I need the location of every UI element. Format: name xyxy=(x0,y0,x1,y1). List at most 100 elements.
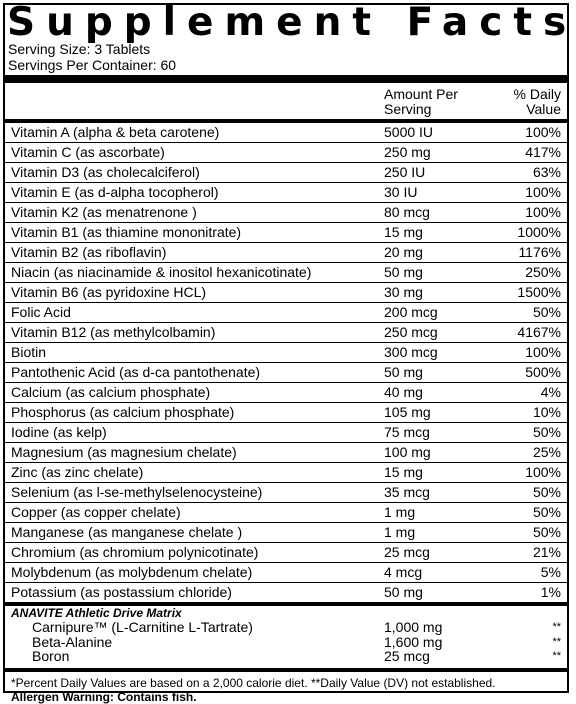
nutrient-name: Vitamin E (as d-alpha tocopherol) xyxy=(11,184,219,200)
nutrient-name: Vitamin B2 (as riboflavin) xyxy=(11,244,167,260)
nutrient-amount: 75 mcg xyxy=(384,424,430,440)
table-row: Folic Acid 200 mcg 50% xyxy=(5,303,567,323)
dv-header: % Daily Value xyxy=(514,87,561,117)
table-row: Vitamin B12 (as methylcolbamin) 250 mcg 41… xyxy=(5,323,567,343)
nutrient-dv: 4% xyxy=(540,384,561,400)
nutrient-amount: 15 mg xyxy=(384,464,423,480)
nutrient-dv: 500% xyxy=(525,364,561,380)
header-divider xyxy=(5,119,567,123)
nutrient-amount: 200 mcg xyxy=(384,304,438,320)
nutrient-name: Pantothenic Acid (as d-ca pantothenate) xyxy=(11,364,261,380)
nutrient-name: Vitamin A (alpha & beta carotene) xyxy=(11,124,220,140)
nutrient-dv: 63% xyxy=(532,164,561,180)
amount-header: Amount Per Serving xyxy=(384,87,458,117)
nutrient-dv: 5% xyxy=(540,564,561,580)
table-row: Phosphorus (as calcium phosphate) 105 mg 1… xyxy=(5,403,567,423)
nutrient-amount: 250 mg xyxy=(384,144,431,160)
thick-divider xyxy=(5,75,567,83)
nutrient-dv: 10% xyxy=(532,404,561,420)
nutrient-dv: 1000% xyxy=(517,224,561,240)
nutrient-name: Vitamin B12 (as methylcolbamin) xyxy=(11,324,216,340)
blend-item-dv: ** xyxy=(552,635,561,648)
table-row: Vitamin K2 (as menatrenone ) 80 mcg 100% xyxy=(5,203,567,223)
table-row: Vitamin C (as ascorbate) 250 mg 417% xyxy=(5,143,567,163)
blend-item-name: Carnipure™ (L-Carnitine L-Tartrate) xyxy=(32,619,253,635)
nutrient-name: Vitamin B6 (as pyridoxine HCL) xyxy=(11,284,207,300)
nutrient-name: Calcium (as calcium phosphate) xyxy=(11,384,211,400)
table-row: Selenium (as l-se-methylselenocysteine) 3… xyxy=(5,483,567,503)
nutrient-amount: 1 mg xyxy=(384,504,416,520)
nutrient-dv: 100% xyxy=(525,204,561,220)
nutrient-name: Phosphorus (as calcium phosphate) xyxy=(11,404,235,420)
nutrient-dv: 100% xyxy=(525,124,561,140)
table-row: Copper (as copper chelate) 1 mg 50% xyxy=(5,503,567,523)
blend-table: Carnipure™ (L-Carnitine L-Tartrate) 1,000… xyxy=(5,620,567,664)
nutrient-name: Selenium (as l-se-methylselenocysteine) xyxy=(11,484,263,500)
nutrient-amount: 35 mcg xyxy=(384,484,430,500)
nutrient-amount: 50 mg xyxy=(384,264,423,280)
table-row: Biotin 300 mcg 100% xyxy=(5,343,567,363)
table-row: Calcium (as calcium phosphate) 40 mg 4% xyxy=(5,383,567,403)
nutrient-name: Iodine (as kelp) xyxy=(11,424,107,440)
nutrient-name: Vitamin B1 (as thiamine mononitrate) xyxy=(11,224,242,240)
nutrient-dv: 100% xyxy=(525,464,561,480)
table-row: Chromium (as chromium polynicotinate) 25 … xyxy=(5,543,567,563)
nutrient-name: Zinc (as zinc chelate) xyxy=(11,464,144,480)
footnote: *Percent Daily Values are based on a 2,0… xyxy=(11,675,496,690)
nutrient-amount: 40 mg xyxy=(384,384,423,400)
nutrient-amount: 1 mg xyxy=(384,524,416,540)
blend-item-amount: 1,000 mg xyxy=(384,619,443,635)
table-row: Vitamin E (as d-alpha tocopherol) 30 IU 10… xyxy=(5,183,567,203)
nutrient-name: Potassium (as postassium chloride) xyxy=(11,584,232,600)
nutrient-dv: 50% xyxy=(532,484,561,500)
nutrient-dv: 100% xyxy=(525,184,561,200)
nutrient-table: Vitamin A (alpha & beta carotene) 5000 IU… xyxy=(5,123,567,602)
blend-item-amount: 25 mcg xyxy=(384,648,430,664)
nutrient-name: Vitamin K2 (as menatrenone ) xyxy=(11,204,197,220)
blend-row: Carnipure™ (L-Carnitine L-Tartrate) 1,000… xyxy=(5,620,567,635)
table-row: Manganese (as manganese chelate ) 1 mg 50% xyxy=(5,523,567,543)
blend-item-name: Beta-Alanine xyxy=(32,633,113,650)
amount-header-line1: Amount Per xyxy=(384,86,458,102)
table-row: Pantothenic Acid (as d-ca pantothenate) 5… xyxy=(5,363,567,383)
nutrient-dv: 21% xyxy=(532,544,561,560)
nutrient-amount: 30 mg xyxy=(384,284,423,300)
dv-header-line2: Value xyxy=(526,101,561,117)
blend-row: Boron 25 mcg ** xyxy=(5,649,567,664)
nutrient-amount: 50 mg xyxy=(384,364,423,380)
blend-row: Beta-Alanine 1,600 mg ** xyxy=(5,633,567,650)
serving-size: Serving Size: 3 Tablets xyxy=(8,41,151,57)
table-row: Vitamin A (alpha & beta carotene) 5000 IU… xyxy=(5,123,567,143)
nutrient-dv: 4167% xyxy=(517,324,561,340)
nutrient-amount: 80 mcg xyxy=(384,204,430,220)
table-row: Magnesium (as magnesium chelate) 100 mg 25… xyxy=(5,443,567,463)
nutrient-name: Manganese (as manganese chelate ) xyxy=(11,524,243,540)
table-row: Vitamin B2 (as riboflavin) 20 mg 1176% xyxy=(5,243,567,263)
nutrient-name: Biotin xyxy=(11,344,47,360)
amount-header-line2: Serving xyxy=(384,101,432,117)
table-row: Niacin (as niacinamide & inositol hexani… xyxy=(5,263,567,283)
nutrient-amount: 250 IU xyxy=(384,164,426,180)
table-row: Zinc (as zinc chelate) 15 mg 100% xyxy=(5,463,567,483)
column-header: Amount Per Serving % Daily Value xyxy=(5,83,567,119)
nutrient-dv: 50% xyxy=(532,504,561,520)
nutrient-dv: 1% xyxy=(540,584,561,600)
nutrient-amount: 30 IU xyxy=(384,184,418,200)
nutrient-dv: 250% xyxy=(525,264,561,280)
nutrient-amount: 105 mg xyxy=(384,404,431,420)
table-row: Iodine (as kelp) 75 mcg 50% xyxy=(5,423,567,443)
nutrient-amount: 25 mcg xyxy=(384,544,430,560)
blend-divider xyxy=(5,602,567,606)
nutrient-dv: 417% xyxy=(525,144,561,160)
nutrient-name: Vitamin D3 (as cholecalciferol) xyxy=(11,164,200,180)
nutrient-name: Molybdenum (as molybdenum chelate) xyxy=(11,564,253,580)
blend-item-dv: ** xyxy=(552,621,561,633)
nutrient-amount: 250 mcg xyxy=(384,324,438,340)
blend-item-amount: 1,600 mg xyxy=(384,633,443,650)
nutrient-name: Folic Acid xyxy=(11,304,71,320)
nutrient-amount: 20 mg xyxy=(384,244,423,260)
allergen-text: Allergen Warning: Contains fish. xyxy=(11,689,197,704)
nutrient-amount: 15 mg xyxy=(384,224,423,240)
footnote-divider xyxy=(5,667,567,672)
nutrient-dv: 1500% xyxy=(517,284,561,300)
